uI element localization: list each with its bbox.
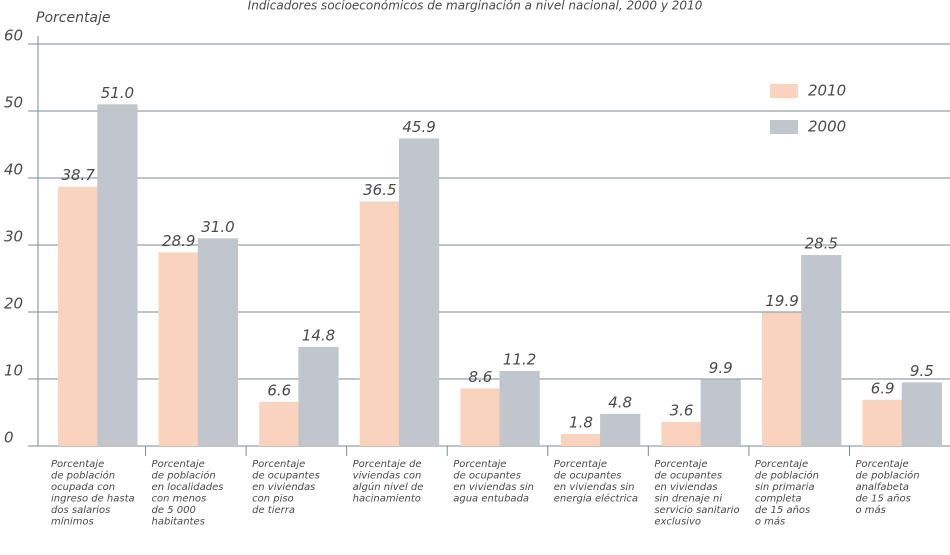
bar <box>259 401 300 446</box>
value-label: 6.6 <box>267 381 291 399</box>
x-tick-label: ingreso de hasta <box>51 494 135 505</box>
y-tick-label: 60 <box>4 27 23 45</box>
x-tick-label: en viviendas <box>252 482 315 493</box>
x-tick-label: con piso <box>252 494 294 505</box>
bar <box>158 252 199 446</box>
x-tick-label: en viviendas sin <box>554 482 635 493</box>
value-label: 28.9 <box>162 232 195 250</box>
x-tick-label: Porcentaje <box>755 459 808 470</box>
value-label: 19.9 <box>765 292 798 310</box>
value-label: 9.9 <box>709 359 733 377</box>
y-tick-label: 50 <box>4 94 23 112</box>
bar <box>359 201 400 446</box>
legend-swatch <box>770 120 798 134</box>
y-tick-label: 30 <box>4 228 23 246</box>
x-tick-label: algún nivel de <box>353 481 424 493</box>
x-tick-label: de ocupantes <box>554 471 622 482</box>
x-tick-label: hacinamiento <box>353 494 421 505</box>
x-tick-label: habitantes <box>152 517 205 528</box>
x-tick-label: servicio sanitario <box>654 505 739 516</box>
x-tick-label: agua entubada <box>453 494 529 505</box>
bar <box>58 186 99 446</box>
x-tick-label: o más <box>855 504 885 516</box>
x-tick-label: en viviendas <box>654 482 717 493</box>
value-label: 4.8 <box>608 393 632 411</box>
value-label: 36.5 <box>363 181 396 199</box>
x-tick-label: en viviendas sin <box>453 482 534 493</box>
x-tick-label: de población <box>855 470 919 482</box>
bar <box>499 370 540 446</box>
x-tick-label: con menos <box>152 494 207 505</box>
bar <box>298 346 339 446</box>
x-tick-label: de población <box>152 470 216 482</box>
value-label: 1.8 <box>569 413 593 431</box>
x-tick-label: de población <box>755 470 819 482</box>
y-tick-label: 0 <box>4 429 14 447</box>
x-tick-label: en localidades <box>152 482 224 493</box>
y-axis-label: Porcentaje <box>36 10 111 26</box>
x-tick-label: analfabeta <box>855 482 909 493</box>
x-tick-label: Porcentaje de <box>353 459 422 470</box>
value-label: 9.5 <box>910 362 934 380</box>
bar <box>801 255 842 446</box>
value-label: 38.7 <box>61 166 95 184</box>
x-tick-label: ocupada con <box>51 482 115 493</box>
x-tick-label: de población <box>51 470 115 482</box>
x-tick-label: Porcentaje <box>51 459 104 470</box>
value-label: 6.9 <box>871 379 895 397</box>
bar <box>661 421 702 446</box>
legend-label: 2000 <box>808 118 846 136</box>
value-label: 51.0 <box>101 84 134 102</box>
x-tick-label: de 5 000 <box>152 505 196 516</box>
x-tick-label: mínimos <box>51 516 94 528</box>
legend-swatch <box>770 84 798 98</box>
x-tick-label: de 15 años <box>755 505 810 516</box>
bar <box>460 388 501 446</box>
x-tick-label: de ocupantes <box>654 471 722 482</box>
x-tick-label: Porcentaje <box>554 459 607 470</box>
bar <box>97 104 138 447</box>
value-label: 14.8 <box>302 326 335 344</box>
x-tick-label: exclusivo <box>654 517 701 528</box>
x-tick-label: energía eléctrica <box>554 493 638 505</box>
legend-label: 2010 <box>808 82 846 100</box>
y-tick-label: 20 <box>4 295 23 313</box>
x-tick-label: viviendas con <box>353 471 422 482</box>
bar <box>700 379 741 446</box>
value-label: 8.6 <box>468 368 492 386</box>
x-tick-label: Porcentaje <box>855 459 908 470</box>
chart-title: Indicadores socioeconómicos de marginaci… <box>248 0 703 13</box>
value-label: 3.6 <box>670 401 694 419</box>
bar <box>862 399 903 446</box>
x-tick-label: Porcentaje <box>152 459 205 470</box>
y-tick-label: 10 <box>4 362 23 380</box>
x-tick-label: dos salarios <box>51 505 110 516</box>
x-tick-label: Porcentaje <box>654 459 707 470</box>
bar <box>761 312 803 446</box>
value-label: 28.5 <box>805 235 838 253</box>
x-tick-label: sin drenaje ni <box>654 494 722 505</box>
x-tick-label: Porcentaje <box>453 459 506 470</box>
x-tick-label: de ocupantes <box>453 471 521 482</box>
bar <box>560 433 602 446</box>
x-tick-label: completa <box>755 494 802 505</box>
value-label: 31.0 <box>201 218 234 236</box>
value-label: 45.9 <box>402 118 435 136</box>
x-tick-label: de ocupantes <box>252 471 320 482</box>
value-label: 11.2 <box>503 350 536 368</box>
bar <box>901 382 942 446</box>
y-tick-label: 40 <box>4 161 23 179</box>
x-tick-label: de tierra <box>252 505 295 516</box>
bar <box>197 238 239 446</box>
bar <box>398 138 440 446</box>
x-tick-label: de 15 años <box>855 494 910 505</box>
x-tick-label: Porcentaje <box>252 459 305 470</box>
x-tick-label: sin primaria <box>755 482 815 493</box>
x-tick-label: o más <box>755 516 785 528</box>
bar <box>600 413 641 446</box>
